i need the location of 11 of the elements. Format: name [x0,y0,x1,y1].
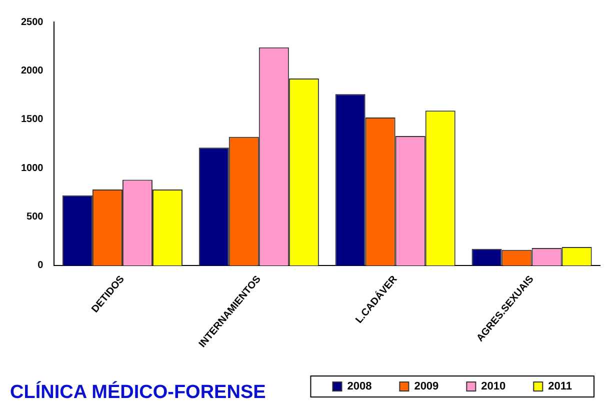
y-tick-label: 1000 [20,162,44,174]
legend-label: 2008 [347,380,372,393]
y-tick-label: 2000 [20,65,44,76]
legend-label: 2010 [481,380,506,393]
legend-label: 2011 [548,380,572,393]
text: CLÍNICA MÉDICO-FORENSE [10,382,266,404]
y-tick-label: 2500 [20,16,44,28]
y-tick-label: 1500 [20,114,44,126]
y-tick-label: 0 [38,260,44,272]
legend-label: 2009 [414,380,439,393]
y-tick-label: 500 [26,212,44,223]
